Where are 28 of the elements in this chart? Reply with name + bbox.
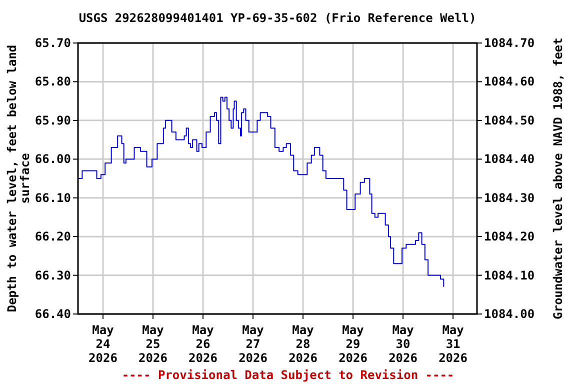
y-axis-title: Depth to water level, feet below land surface — [5, 44, 32, 312]
x-tick-label: May 25 2026 — [138, 323, 168, 365]
chart-title: USGS 292628099401401 YP-69-35-602 (Frio Reference Well) — [78, 11, 476, 25]
y-tick-label: 66.20 — [34, 230, 71, 244]
x-tick-label: May 26 2026 — [188, 323, 218, 365]
y2-tick-label: 1084.10 — [484, 268, 535, 282]
text: ---- Provisional Data Subject to Revision ---- — [122, 368, 454, 382]
x-tick-label: May 28 2026 — [288, 323, 318, 365]
y2-tick-label: 1084.00 — [484, 307, 535, 321]
y-tick-label: 66.10 — [34, 190, 71, 205]
y2-tick-label: 1084.40 — [484, 152, 535, 166]
y2-tick-label: 1084.70 — [484, 36, 535, 50]
y2-tick-label: 1084.60 — [484, 74, 535, 89]
x-tick-label: May 30 2026 — [388, 323, 418, 365]
x-tick-label: May 31 2026 — [438, 323, 468, 365]
x-tick-label: May 29 2026 — [338, 323, 368, 365]
y2-tick-label: 1084.30 — [484, 190, 535, 205]
x-tick-label: May 24 2026 — [88, 323, 118, 365]
y2-tick-label: 1084.50 — [484, 113, 535, 128]
y-tick-label: 66.30 — [34, 268, 71, 282]
y2-axis-title: Groundwater level above NAVD 1988, feet — [551, 38, 565, 320]
y2-tick-label: 1084.20 — [484, 230, 535, 244]
x-tick-label: May 27 2026 — [238, 323, 268, 365]
y-tick-label: 65.90 — [34, 113, 71, 128]
y-tick-label: 65.80 — [34, 74, 71, 89]
y-tick-label: 66.40 — [34, 307, 71, 321]
y-tick-label: 66.00 — [34, 152, 71, 166]
y-tick-label: 65.70 — [34, 36, 71, 50]
